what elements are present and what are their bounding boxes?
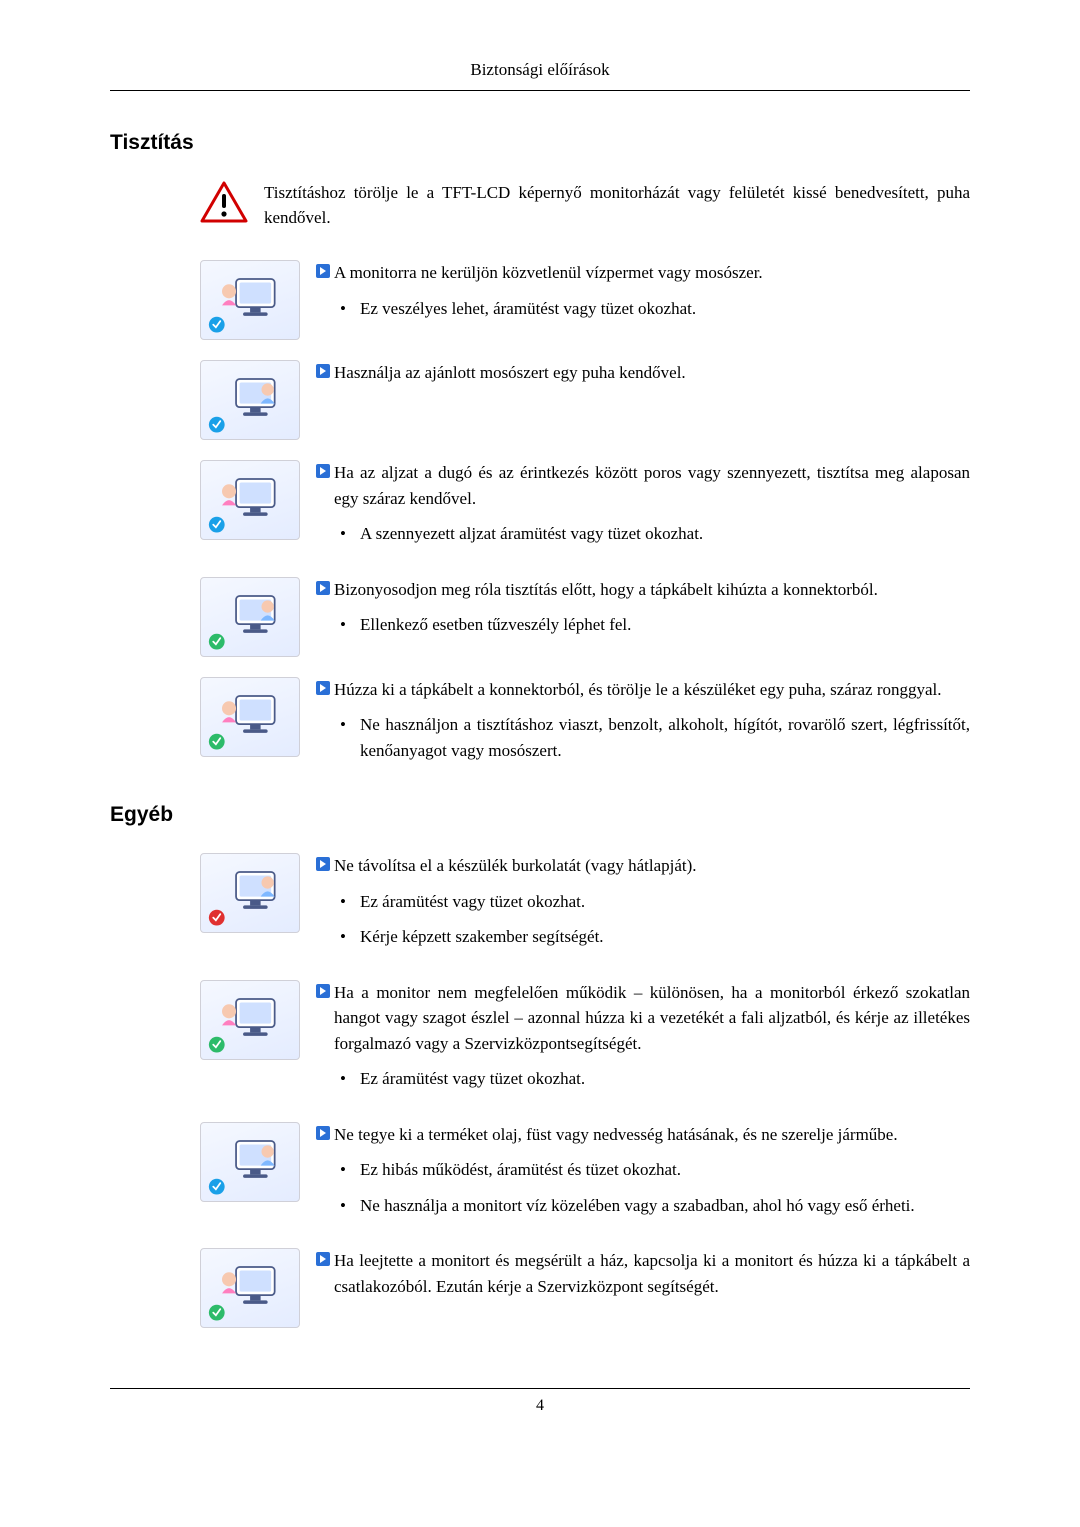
instruction-bullets: Ne használjon a tisztításhoz viaszt, ben… <box>316 712 970 763</box>
instruction-lead-text: Ne távolítsa el a készülék burkolatát (v… <box>334 853 697 879</box>
instruction-body: Ha leejtette a monitort és megsérült a h… <box>316 1248 970 1309</box>
instruction-row: Húzza ki a tápkábelt a konnektorból, és … <box>110 677 970 774</box>
instruction-lead-text: Ha az aljzat a dugó és az érintkezés köz… <box>334 460 970 511</box>
page-header: Biztonsági előírások <box>110 60 970 91</box>
instruction-body: Használja az ajánlott mosószert egy puha… <box>316 360 970 396</box>
instruction-bullet: Ne használjon a tisztításhoz viaszt, ben… <box>340 712 970 763</box>
instruction-illustration <box>200 980 300 1060</box>
instruction-bullets: Ellenkező esetben tűzveszély léphet fel. <box>316 612 970 638</box>
instruction-body: Bizonyosodjon meg róla tisztítás előtt, … <box>316 577 970 648</box>
arrow-icon <box>316 581 330 595</box>
instruction-lead-text: Bizonyosodjon meg róla tisztítás előtt, … <box>334 577 878 603</box>
instruction-illustration <box>200 677 300 757</box>
instruction-row: Ha a monitor nem megfelelően működik – k… <box>110 980 970 1102</box>
instruction-illustration <box>200 1122 300 1202</box>
instruction-row: Ne távolítsa el a készülék burkolatát (v… <box>110 853 970 960</box>
instruction-lead: Húzza ki a tápkábelt a konnektorból, és … <box>316 677 970 703</box>
instruction-lead: Bizonyosodjon meg róla tisztítás előtt, … <box>316 577 970 603</box>
instruction-lead-text: Ha leejtette a monitort és megsérült a h… <box>334 1248 970 1299</box>
instruction-row: A monitorra ne kerüljön közvetlenül vízp… <box>110 260 970 340</box>
instruction-body: Húzza ki a tápkábelt a konnektorból, és … <box>316 677 970 774</box>
instruction-row: Ne tegye ki a terméket olaj, füst vagy n… <box>110 1122 970 1229</box>
instruction-lead-text: Ha a monitor nem megfelelően működik – k… <box>334 980 970 1057</box>
warning-icon <box>200 181 248 223</box>
instruction-illustration <box>200 460 300 540</box>
instruction-lead: Ha leejtette a monitort és megsérült a h… <box>316 1248 970 1299</box>
instruction-row: Bizonyosodjon meg róla tisztítás előtt, … <box>110 577 970 657</box>
instruction-bullets: Ez veszélyes lehet, áramütést vagy tüzet… <box>316 296 970 322</box>
page-footer: 4 <box>110 1388 970 1415</box>
instruction-bullet: Ne használja a monitort víz közelében va… <box>340 1193 970 1219</box>
instruction-bullets: Ez áramütést vagy tüzet okozhat. <box>316 1066 970 1092</box>
instruction-illustration <box>200 360 300 440</box>
instruction-body: A monitorra ne kerüljön közvetlenül vízp… <box>316 260 970 331</box>
arrow-icon <box>316 1126 330 1140</box>
arrow-icon <box>316 681 330 695</box>
arrow-icon <box>316 984 330 998</box>
instruction-illustration <box>200 853 300 933</box>
instruction-bullets: A szennyezett aljzat áramütést vagy tüze… <box>316 521 970 547</box>
instruction-lead-text: Használja az ajánlott mosószert egy puha… <box>334 360 686 386</box>
instruction-lead: Használja az ajánlott mosószert egy puha… <box>316 360 970 386</box>
instruction-lead: Ha az aljzat a dugó és az érintkezés köz… <box>316 460 970 511</box>
arrow-icon <box>316 1252 330 1266</box>
instruction-illustration <box>200 260 300 340</box>
instruction-bullets: Ez hibás működést, áramütést és tüzet ok… <box>316 1157 970 1218</box>
instruction-lead: Ne távolítsa el a készülék burkolatát (v… <box>316 853 970 879</box>
intro-row: Tisztításhoz törölje le a TFT-LCD képern… <box>110 181 970 230</box>
instruction-lead: Ne tegye ki a terméket olaj, füst vagy n… <box>316 1122 970 1148</box>
instruction-lead-text: A monitorra ne kerüljön közvetlenül vízp… <box>334 260 763 286</box>
instruction-body: Ne távolítsa el a készülék burkolatát (v… <box>316 853 970 960</box>
instruction-bullet: Ez hibás működést, áramütést és tüzet ok… <box>340 1157 970 1183</box>
arrow-icon <box>316 464 330 478</box>
instruction-row: Használja az ajánlott mosószert egy puha… <box>110 360 970 440</box>
instruction-lead: A monitorra ne kerüljön közvetlenül vízp… <box>316 260 970 286</box>
instruction-bullet: Ellenkező esetben tűzveszély léphet fel. <box>340 612 970 638</box>
arrow-icon <box>316 857 330 871</box>
arrow-icon <box>316 264 330 278</box>
instruction-body: Ne tegye ki a terméket olaj, füst vagy n… <box>316 1122 970 1229</box>
section-title: Tisztítás <box>110 131 970 155</box>
instruction-illustration <box>200 577 300 657</box>
instruction-bullet: Ez veszélyes lehet, áramütést vagy tüzet… <box>340 296 970 322</box>
intro-text: Tisztításhoz törölje le a TFT-LCD képern… <box>264 181 970 230</box>
section-title: Egyéb <box>110 803 970 827</box>
arrow-icon <box>316 364 330 378</box>
instruction-bullet: A szennyezett aljzat áramütést vagy tüze… <box>340 521 970 547</box>
instruction-bullets: Ez áramütést vagy tüzet okozhat. Kérje ké… <box>316 889 970 950</box>
instruction-illustration <box>200 1248 300 1328</box>
instruction-lead-text: Ne tegye ki a terméket olaj, füst vagy n… <box>334 1122 898 1148</box>
instruction-lead: Ha a monitor nem megfelelően működik – k… <box>316 980 970 1057</box>
instruction-lead-text: Húzza ki a tápkábelt a konnektorból, és … <box>334 677 942 703</box>
instruction-bullet: Ez áramütést vagy tüzet okozhat. <box>340 1066 970 1092</box>
instruction-row: Ha az aljzat a dugó és az érintkezés köz… <box>110 460 970 557</box>
instruction-body: Ha az aljzat a dugó és az érintkezés köz… <box>316 460 970 557</box>
instruction-bullet: Kérje képzett szakember segítségét. <box>340 924 970 950</box>
instruction-bullet: Ez áramütést vagy tüzet okozhat. <box>340 889 970 915</box>
instruction-body: Ha a monitor nem megfelelően működik – k… <box>316 980 970 1102</box>
instruction-row: Ha leejtette a monitort és megsérült a h… <box>110 1248 970 1328</box>
page-number: 4 <box>536 1397 544 1414</box>
